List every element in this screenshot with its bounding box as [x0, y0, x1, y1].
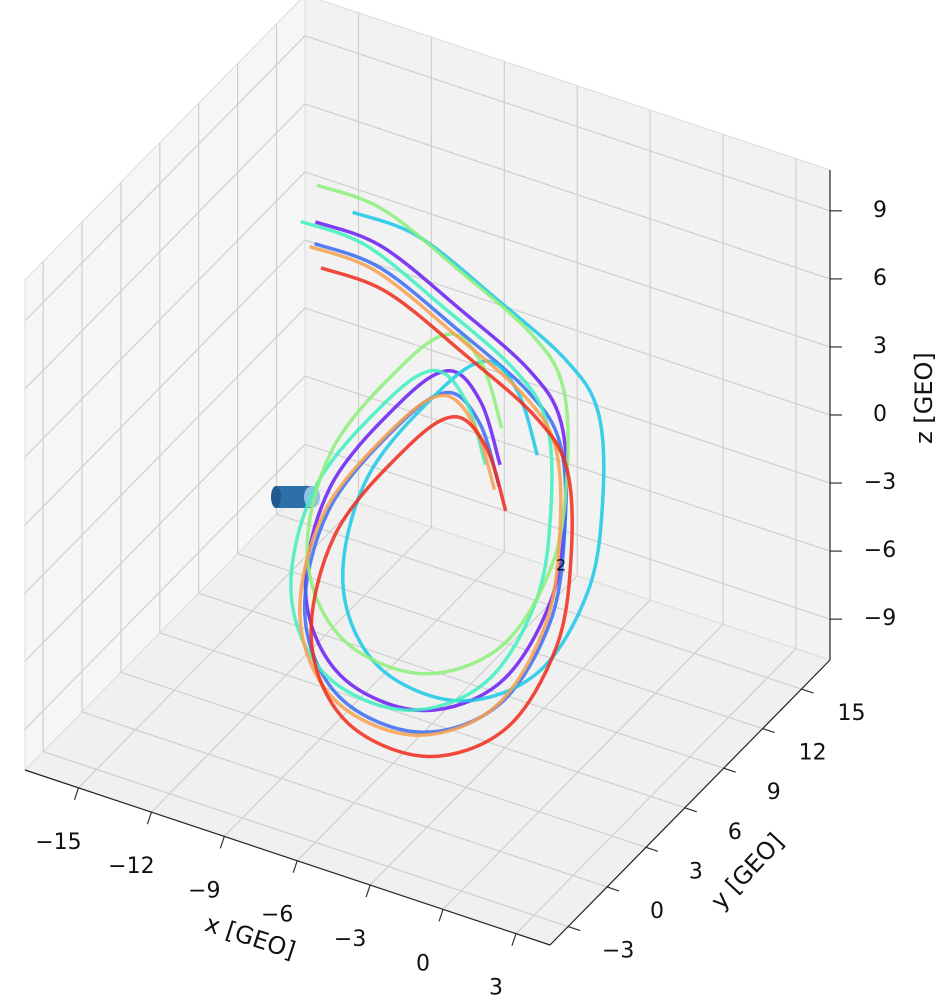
z-tick-label: 3	[873, 334, 887, 359]
grid-line	[24, 375, 306, 662]
x-axis-line	[24, 769, 551, 946]
grid-line	[24, 443, 306, 730]
annotation: 2	[556, 556, 566, 575]
tick-mark	[73, 787, 80, 801]
x-tick-label: −6	[261, 903, 293, 928]
grid-line	[442, 623, 724, 910]
trajectory	[341, 210, 606, 703]
trajectory	[298, 244, 563, 737]
tick-mark	[723, 767, 736, 773]
grid-line	[81, 711, 608, 888]
cylinder-body	[276, 486, 312, 508]
grid-line	[24, 307, 306, 594]
grid-line	[24, 239, 306, 526]
cylinder-end	[271, 486, 281, 508]
x-tick-label: −15	[35, 830, 81, 855]
grid-line	[304, 443, 831, 620]
grid-line	[24, 171, 306, 458]
x-tick-label: −12	[108, 854, 154, 879]
grid-line	[120, 671, 647, 848]
left-pane	[24, 0, 306, 772]
trajectory	[305, 183, 570, 676]
grid-line	[24, 103, 306, 390]
grid-line	[276, 513, 802, 690]
trajectory	[309, 266, 574, 759]
tick-mark	[801, 688, 814, 694]
tick-mark	[292, 860, 298, 873]
trajectory	[303, 220, 569, 713]
grid-line	[198, 592, 724, 769]
grid-line	[42, 750, 569, 928]
x-tick-label: −9	[188, 878, 220, 903]
grid-line	[237, 553, 763, 730]
grid-line	[159, 632, 686, 809]
grid-line	[304, 239, 831, 416]
y-tick-label: 6	[728, 820, 742, 845]
tick-mark	[365, 884, 371, 898]
grid-line	[304, 35, 831, 212]
tick-mark	[511, 933, 517, 946]
tick-mark	[684, 807, 698, 813]
y-axis-title: y [GEO]	[705, 828, 789, 915]
y-tick-label: −3	[602, 939, 634, 964]
tick-mark	[606, 886, 620, 892]
tick-mark	[146, 811, 152, 825]
y-tick-label: 15	[837, 701, 865, 726]
tick-mark	[567, 925, 581, 932]
z-tick-label: −6	[864, 538, 896, 563]
trajectories	[289, 183, 606, 759]
y-tick-label: 0	[650, 899, 664, 924]
tick-mark	[762, 728, 775, 734]
z-tick-label: 0	[873, 402, 887, 427]
grid-line	[304, 103, 831, 280]
tick-mark	[438, 909, 444, 922]
grid-line	[150, 526, 432, 813]
y-tick-label: 9	[767, 780, 781, 805]
y-tick-label: 12	[799, 741, 827, 766]
tick-mark	[645, 846, 659, 852]
z-axis-title: z [GEO]	[910, 352, 938, 444]
z-tick-label: −9	[864, 606, 896, 631]
x-tick-label: −3	[334, 927, 366, 952]
y-axis-line	[549, 659, 831, 946]
z-tick-label: 6	[873, 266, 887, 291]
grid-line	[296, 575, 578, 862]
trajectory	[289, 219, 554, 712]
x-tick-label: 3	[489, 976, 503, 1001]
grid-line	[304, 307, 831, 484]
grid-line	[24, 35, 306, 322]
grid-line	[369, 599, 651, 886]
y-tick-label: 3	[689, 859, 703, 884]
panes	[24, 0, 831, 946]
tick-mark	[219, 836, 225, 849]
grid-line	[515, 648, 797, 935]
z-tick-label: −3	[864, 470, 896, 495]
grid-line	[304, 171, 831, 348]
z-tick-label: 9	[873, 198, 887, 223]
x-tick-label: 0	[416, 951, 430, 976]
